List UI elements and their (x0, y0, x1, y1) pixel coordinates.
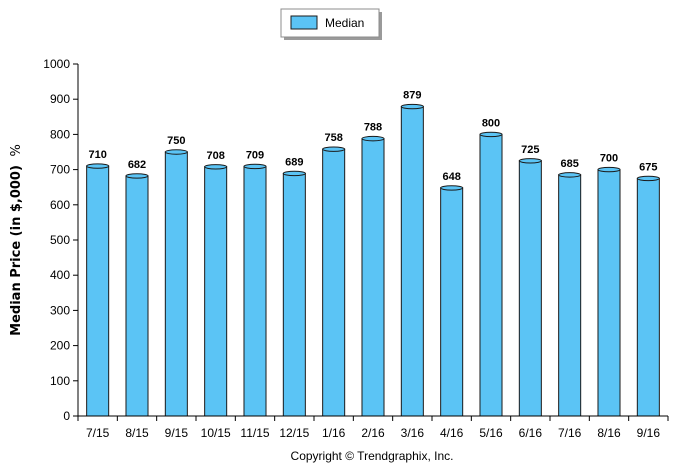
data-label: 689 (285, 156, 303, 168)
bar-cap (597, 166, 621, 173)
bar-10-15 (204, 166, 228, 417)
x-axis-ticks: 7/15 8/15 9/15 10/15 11/15 12/15 1/16 2/16 3/16 4… (77, 416, 669, 440)
x-tick-label: 8/15 (125, 426, 149, 440)
bar-3-16 (400, 106, 424, 417)
data-label: 708 (206, 150, 224, 162)
data-label: 710 (88, 149, 106, 161)
x-tick-label: 9/16 (637, 426, 661, 440)
bar-cap (400, 103, 424, 110)
y-tick-label: 0 (63, 409, 70, 423)
x-tick-label: 5/16 (479, 426, 503, 440)
bar-6-16 (518, 160, 542, 417)
data-label: 750 (167, 135, 185, 147)
bar-cap (440, 185, 464, 191)
bar-8-15 (125, 175, 149, 417)
bar-7-16 (558, 174, 582, 417)
bar-cap (361, 135, 385, 142)
x-tick-label: 4/16 (440, 426, 464, 440)
x-tick-label: 8/16 (597, 426, 621, 440)
y-tick-label: 500 (50, 233, 70, 247)
x-tick-label: 2/16 (361, 426, 385, 440)
y-tick-label: 400 (50, 268, 70, 282)
y-tick-label: 100 (50, 374, 70, 388)
y-tick-label: 1000 (43, 57, 70, 71)
bar-cap (164, 149, 188, 155)
data-label: 788 (364, 122, 382, 134)
bar-cap (322, 146, 346, 152)
y-tick-label: 800 (50, 127, 70, 141)
bar-cap (86, 163, 110, 169)
y-axis-label: Median Price (in $,000) % (9, 144, 24, 336)
x-tick-label: 11/15 (240, 426, 269, 440)
data-label: 879 (403, 90, 421, 102)
x-tick-label: 12/15 (279, 426, 309, 440)
data-label: 709 (246, 149, 264, 161)
bar-2-16 (361, 138, 385, 417)
bar-cap (282, 170, 306, 177)
x-tick-label: 1/16 (322, 426, 346, 440)
bar-cap (125, 173, 149, 179)
data-label: 800 (482, 117, 500, 129)
bar-12-15 (282, 172, 306, 417)
y-axis-ticks: 0 100 200 300 400 500 600 700 800 900 1000 (43, 57, 78, 423)
data-label: 682 (128, 159, 146, 171)
bar-4-16 (440, 187, 464, 417)
x-tick-label: 3/16 (401, 426, 425, 440)
bar-8-16 (597, 169, 621, 417)
bar-7-15 (86, 165, 110, 417)
copyright-footer: Copyright © Trendgraphix, Inc. (291, 449, 454, 463)
y-tick-label: 900 (50, 92, 70, 106)
data-label: 700 (600, 153, 618, 165)
bar-1-16 (322, 148, 346, 417)
data-label: 648 (442, 171, 460, 183)
data-label: 675 (639, 161, 657, 173)
x-tick-label: 7/16 (558, 426, 582, 440)
bar-cap (243, 163, 267, 170)
y-tick-label: 600 (50, 198, 70, 212)
x-tick-label: 9/15 (165, 426, 189, 440)
bar-11-15 (243, 165, 267, 417)
bar-cap (479, 131, 503, 138)
y-axis-title: Median Price (in $,000) % (9, 144, 24, 336)
x-tick-label: 7/15 (86, 426, 110, 440)
bar-cap (636, 175, 660, 182)
y-axis-label-suffix: % (9, 144, 24, 156)
legend-swatch (290, 15, 318, 30)
bars: 710 682 750 708 709 689 758 788 879 648 800 725 685 7… (86, 90, 660, 417)
data-label: 725 (521, 144, 539, 156)
bar-cap (558, 172, 582, 178)
bar-9-16 (636, 177, 660, 417)
data-label: 685 (560, 158, 578, 170)
legend-label: Median (325, 16, 364, 30)
x-tick-label: 10/15 (201, 426, 231, 440)
bar-cap (204, 164, 228, 170)
y-axis-label-main: Median Price (in $,000) (9, 165, 24, 336)
y-tick-label: 300 (50, 303, 70, 317)
bar-9-15 (164, 151, 188, 417)
y-tick-label: 700 (50, 163, 70, 177)
y-tick-label: 200 (50, 339, 70, 353)
legend: Median (280, 8, 382, 40)
bar-5-16 (479, 133, 503, 417)
data-label: 758 (324, 132, 342, 144)
x-tick-label: 6/16 (519, 426, 543, 440)
bar-cap (518, 158, 542, 164)
